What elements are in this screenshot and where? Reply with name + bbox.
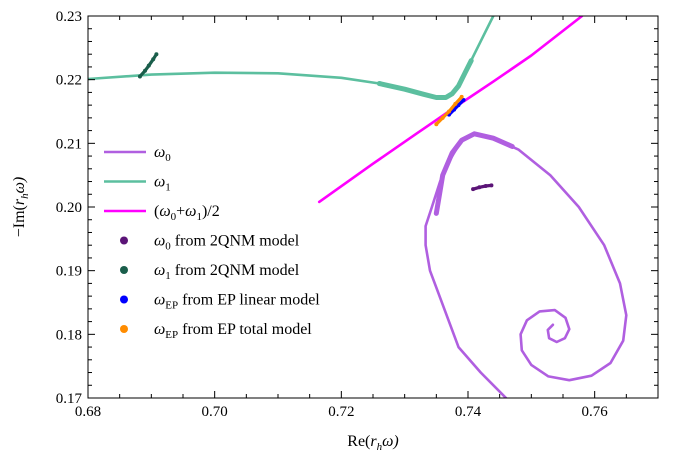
x-tick-label-4: 0.76 [582, 404, 609, 420]
series-omega0-highlight-1 [433, 131, 515, 216]
legend-swatch-omega1_2qnm [120, 266, 128, 274]
point-ep_linear-2 [456, 103, 461, 108]
point-omega0_2qnm-2 [483, 183, 488, 188]
point-ep_total-1 [440, 115, 445, 120]
x-axis-title-pre: Re( [347, 433, 370, 450]
x-tick-label-0: 0.68 [75, 404, 101, 420]
x-tick-label-3: 0.74 [455, 404, 482, 420]
y-axis-title-pre: −Im( [11, 205, 28, 237]
point-ep_total-4 [459, 94, 464, 99]
legend-label-omega0_2qnm: ω0 from 2QNM model [154, 233, 300, 253]
legend-swatch-ep_linear [120, 295, 128, 304]
y-axis-title-var: r [11, 198, 28, 205]
legend-label-ep_linear: ωEP from EP linear model [154, 292, 320, 312]
plot-lines [88, 16, 628, 398]
legend-label-omega1: ω1 [154, 174, 171, 194]
legend-label-omega1_2qnm: ω1 from 2QNM model [154, 262, 300, 282]
y-tick-label-0: 0.17 [56, 391, 83, 407]
y-axis-title-sub: h [19, 193, 31, 199]
legend-swatch-omega0_2qnm [120, 236, 128, 245]
point-omega0_2qnm-1 [477, 185, 482, 190]
legend-label-omega0: ω0 [154, 144, 171, 164]
x-axis-title-post: ω) [382, 433, 399, 450]
axis-ticks: 0.68 0.70 0.72 0.74 0.76 0.17 0.18 0.19 0.20 0.21… [56, 9, 659, 420]
legend-label-ep_total: ωEP from EP total model [154, 321, 312, 341]
point-ep_total-3 [453, 101, 458, 106]
point-omega0_2qnm-3 [489, 183, 494, 188]
y-tick-label-5: 0.22 [56, 73, 82, 89]
point-ep_total-0 [434, 122, 439, 127]
legend-label-mean: (ω0+ω1)/2 [154, 203, 220, 223]
series-omega1 [88, 16, 495, 99]
x-tick-label-1: 0.70 [202, 404, 228, 420]
y-tick-label-2: 0.19 [56, 264, 82, 280]
series-omega0 [424, 132, 628, 398]
point-ep_total-2 [447, 109, 451, 114]
series-omega1-highlight-0 [376, 58, 474, 100]
y-axis-title: −Im(rhω) [11, 177, 31, 237]
series-ep_linear [447, 98, 466, 117]
y-tick-label-6: 0.23 [56, 9, 82, 25]
x-axis-title: Re(rhω) [347, 433, 398, 453]
point-omega0_2qnm-0 [471, 187, 476, 192]
legend: ω0 ω1 (ω0+ω1)/2 ω0 from 2QNM model ω1 from 2… [104, 144, 320, 341]
y-tick-label-4: 0.21 [56, 136, 82, 152]
x-tick-label-2: 0.72 [328, 404, 354, 420]
point-omega1_2qnm-0 [137, 74, 142, 79]
x-axis-title-sub: h [377, 441, 383, 453]
x-axis-title-var: r [370, 433, 377, 450]
y-axis-title-post: ω) [11, 177, 28, 194]
point-omega1_2qnm-1 [143, 68, 147, 73]
point-ep_linear-3 [461, 98, 466, 103]
point-omega1_2qnm-4 [154, 52, 159, 57]
point-omega1_2qnm-3 [151, 57, 156, 62]
point-omega1_2qnm-2 [146, 63, 151, 68]
y-tick-label-3: 0.20 [56, 200, 82, 216]
y-tick-label-1: 0.18 [56, 327, 82, 343]
legend-swatch-ep_total [120, 325, 128, 333]
series-omega0_2qnm [471, 183, 493, 191]
